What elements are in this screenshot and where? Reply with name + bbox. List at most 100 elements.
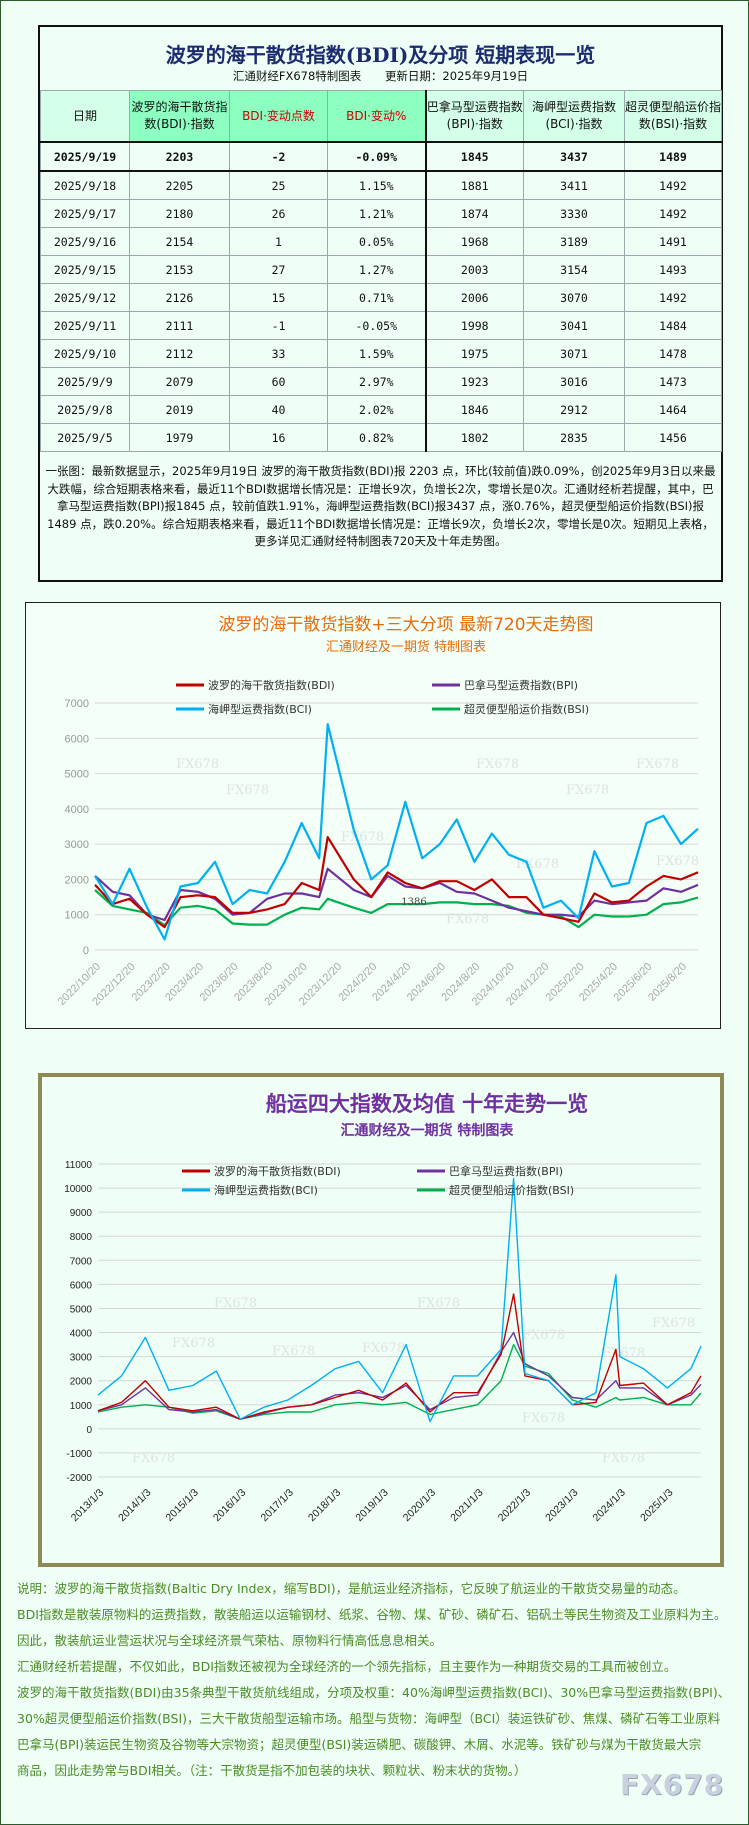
y-tick-label: 0 xyxy=(83,945,89,957)
cell-bdi: 2111 xyxy=(129,311,230,340)
header-date: 日期 xyxy=(40,90,130,143)
table-row: 2025/9/15 2153 27 1.27% 2003 3154 1493 xyxy=(40,255,722,284)
cell-bdi-change: -2 xyxy=(229,141,328,172)
table-subtitle: 汇通财经FX678特制图表 更新日期：2025年9月19日 xyxy=(40,68,721,84)
header-bci: 海岬型运费指数(BCI)·指数 xyxy=(523,90,625,143)
x-tick-label: 2021/1/3 xyxy=(448,1487,485,1524)
cell-bdi: 2112 xyxy=(129,339,230,368)
table-row: 2025/9/16 2154 1 0.05% 1968 3189 1491 xyxy=(40,227,722,256)
table-row: 2025/9/10 2112 33 1.59% 1975 3071 1478 xyxy=(40,339,722,368)
watermark-text: FX678 xyxy=(602,1451,645,1466)
header-bdi: 波罗的海干散货指数(BDI)·指数 xyxy=(129,90,230,143)
legend-label-bsi: 超灵便型船运价指数(BSI) xyxy=(449,1183,574,1197)
cell-bci: 2912 xyxy=(523,395,625,424)
cell-date: 2025/9/17 xyxy=(40,199,130,228)
y-tick-label: -1000 xyxy=(66,1449,92,1460)
cell-bdi: 2203 xyxy=(129,141,230,172)
cell-bdi-change: -1 xyxy=(229,311,328,340)
chart-ten-years: 船运四大指数及均值 十年走势一览 汇通财经及一期货 特制图表 -2000 -1000 0… xyxy=(38,1073,724,1567)
cell-bci: 3041 xyxy=(523,311,625,340)
watermark-text: FX678 xyxy=(516,857,559,872)
cell-bsi: 1491 xyxy=(624,227,722,256)
watermark-text: FX678 xyxy=(214,1296,257,1311)
cell-bdi-change: 33 xyxy=(229,339,328,368)
watermark-text: FX678 xyxy=(652,1316,695,1331)
series-line-bpi xyxy=(94,867,699,922)
series-line-bdi xyxy=(97,1293,702,1420)
header-bdi-change: BDI·变动点数 xyxy=(229,90,328,143)
cell-bpi: 1845 xyxy=(424,141,524,172)
table-row: 2025/9/11 2111 -1 -0.05% 1998 3041 1484 xyxy=(40,311,722,340)
chart-title: 波罗的海干散货指数+三大分项 最新720天走势图 xyxy=(218,615,593,635)
watermark-text: FX678 xyxy=(636,757,679,772)
legend-label-bci: 海岬型运费指数(BCI) xyxy=(208,702,312,716)
cell-bdi-change-pct: 1.15% xyxy=(327,170,426,200)
cell-bdi-change: 26 xyxy=(229,199,328,228)
cell-date: 2025/9/8 xyxy=(40,395,130,424)
cell-bdi: 2126 xyxy=(129,283,230,312)
cell-bdi: 1979 xyxy=(129,423,230,452)
cell-date: 2025/9/12 xyxy=(40,283,130,312)
cell-bdi-change: 1 xyxy=(229,227,328,256)
x-tick-label: 2015/1/3 xyxy=(164,1487,201,1524)
x-tick-label: 2016/1/3 xyxy=(211,1487,248,1524)
cell-bdi-change-pct: 0.05% xyxy=(327,227,426,256)
cell-bdi: 2079 xyxy=(129,367,230,396)
cell-bdi-change-pct: 0.71% xyxy=(327,283,426,312)
legend-label-bci: 海岬型运费指数(BCI) xyxy=(214,1183,318,1197)
y-tick-label: 10000 xyxy=(64,1184,92,1195)
y-tick-label: 1000 xyxy=(70,1401,93,1412)
series-line-bpi xyxy=(97,1331,702,1420)
x-tick-label: 2013/1/3 xyxy=(69,1487,106,1524)
legend-label-bdi: 波罗的海干散货指数(BDI) xyxy=(208,678,335,692)
cell-date: 2025/9/15 xyxy=(40,255,130,284)
legend-label-bpi: 巴拿马型运费指数(BPI) xyxy=(464,678,578,692)
cell-bpi: 1923 xyxy=(424,367,524,396)
y-tick-label: 5000 xyxy=(70,1304,93,1315)
summary-table-panel: 波罗的海干散货指数(BDI)及分项 短期表现一览 汇通财经FX678特制图表 更… xyxy=(38,25,723,582)
table-row: 2025/9/5 1979 16 0.82% 1802 2835 1456 xyxy=(40,423,722,452)
cell-bpi: 1881 xyxy=(424,170,524,200)
note-line: 波罗的海干散货指数(BDI)由35条典型干散货航线组成，分项及权重：40%海岬型… xyxy=(17,1685,731,1700)
cell-bdi: 2154 xyxy=(129,227,230,256)
cell-bsi: 1473 xyxy=(624,367,722,396)
table-row: 2025/9/18 2205 25 1.15% 1881 3411 1492 xyxy=(40,170,722,200)
cell-bdi-change: 27 xyxy=(229,255,328,284)
watermark-text: FX678 xyxy=(176,757,219,772)
y-tick-label: 7000 xyxy=(70,1256,93,1267)
x-tick-label: 2018/1/3 xyxy=(306,1487,343,1524)
cell-bsi: 1492 xyxy=(624,170,722,200)
table-row: 2025/9/8 2019 40 2.02% 1846 2912 1464 xyxy=(40,395,722,424)
cell-bsi: 1484 xyxy=(624,311,722,340)
cell-bsi: 1492 xyxy=(624,199,722,228)
watermark-text: FX678 xyxy=(522,1328,565,1343)
series-line-bdi xyxy=(94,836,699,929)
watermark-text: FX678 xyxy=(172,1336,215,1351)
notes-block: 说明：波罗的海干散货指数(Baltic Dry Index，缩写BDI)，是航运… xyxy=(17,1576,749,1784)
cell-bpi: 2003 xyxy=(424,255,524,284)
y-tick-label: 11000 xyxy=(65,1160,93,1171)
y-tick-label: -2000 xyxy=(66,1473,92,1484)
cell-bdi: 2180 xyxy=(129,199,230,228)
y-tick-label: 8000 xyxy=(70,1232,93,1243)
watermark-text: FX678 xyxy=(362,1341,405,1356)
x-tick-label: 2025/1/3 xyxy=(638,1487,675,1524)
watermark-text: FX678 xyxy=(417,1296,460,1311)
table-row: 2025/9/19 2203 -2 -0.09% 1845 3437 1489 xyxy=(40,141,722,172)
cell-bdi: 2019 xyxy=(129,395,230,424)
note-line: BDI指数是散装原物料的运费指数，散装船运以运输钢材、纸浆、谷物、煤、矿砂、磷矿… xyxy=(17,1607,727,1622)
cell-bdi-change: 16 xyxy=(229,423,328,452)
cell-bsi: 1492 xyxy=(624,283,722,312)
annotation-label: 1386 xyxy=(401,897,426,908)
note-line: 说明：波罗的海干散货指数(Baltic Dry Index，缩写BDI)，是航运… xyxy=(17,1581,686,1596)
cell-bpi: 1874 xyxy=(424,199,524,228)
table-source: 汇通财经FX678特制图表 xyxy=(232,69,362,83)
y-tick-label: 1000 xyxy=(65,910,89,922)
cell-bpi: 1802 xyxy=(424,423,524,452)
x-tick-label: 2022/1/3 xyxy=(496,1487,533,1524)
header-bsi: 超灵便型船运价指数(BSI)·指数 xyxy=(624,90,722,143)
cell-date: 2025/9/10 xyxy=(40,339,130,368)
cell-bpi: 1968 xyxy=(424,227,524,256)
cell-bdi-change-pct: 1.21% xyxy=(327,199,426,228)
y-tick-label: 0 xyxy=(86,1425,92,1436)
